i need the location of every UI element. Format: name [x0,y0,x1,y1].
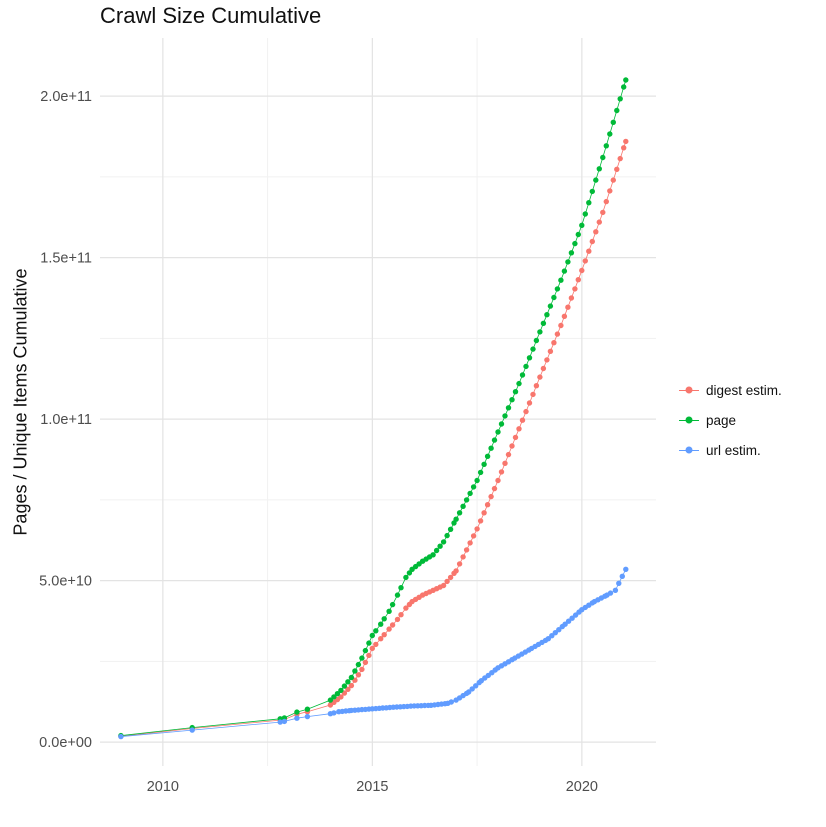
legend-key-url-icon [679,440,699,460]
legend: digest estim. page url estim. [679,380,782,460]
legend-dot-icon [685,386,693,394]
x-tick-label: 2010 [147,779,179,795]
y-tick-label: 1.0e+11 [40,412,92,428]
y-tick-label: 5.0e+10 [39,574,92,590]
y-tick-label: 1.5e+11 [40,251,92,267]
legend-item-page: page [679,410,782,430]
legend-dot-icon [685,416,693,424]
legend-dot-icon [685,446,693,454]
legend-label-page: page [706,412,737,428]
y-tick-label: 2.0e+11 [40,89,92,105]
legend-key-page-icon [679,410,699,430]
legend-item-digest-estim: digest estim. [679,380,782,400]
legend-label-digest-estim: digest estim. [706,382,782,398]
legend-item-url-estim: url estim. [679,440,782,460]
x-tick-label: 2015 [356,779,388,795]
legend-key-digest-icon [679,380,699,400]
legend-label-url-estim: url estim. [706,442,761,458]
x-tick-label: 2020 [566,779,598,795]
chart-title: Crawl Size Cumulative [100,3,322,28]
y-tick-label: 0.0e+00 [39,735,92,751]
